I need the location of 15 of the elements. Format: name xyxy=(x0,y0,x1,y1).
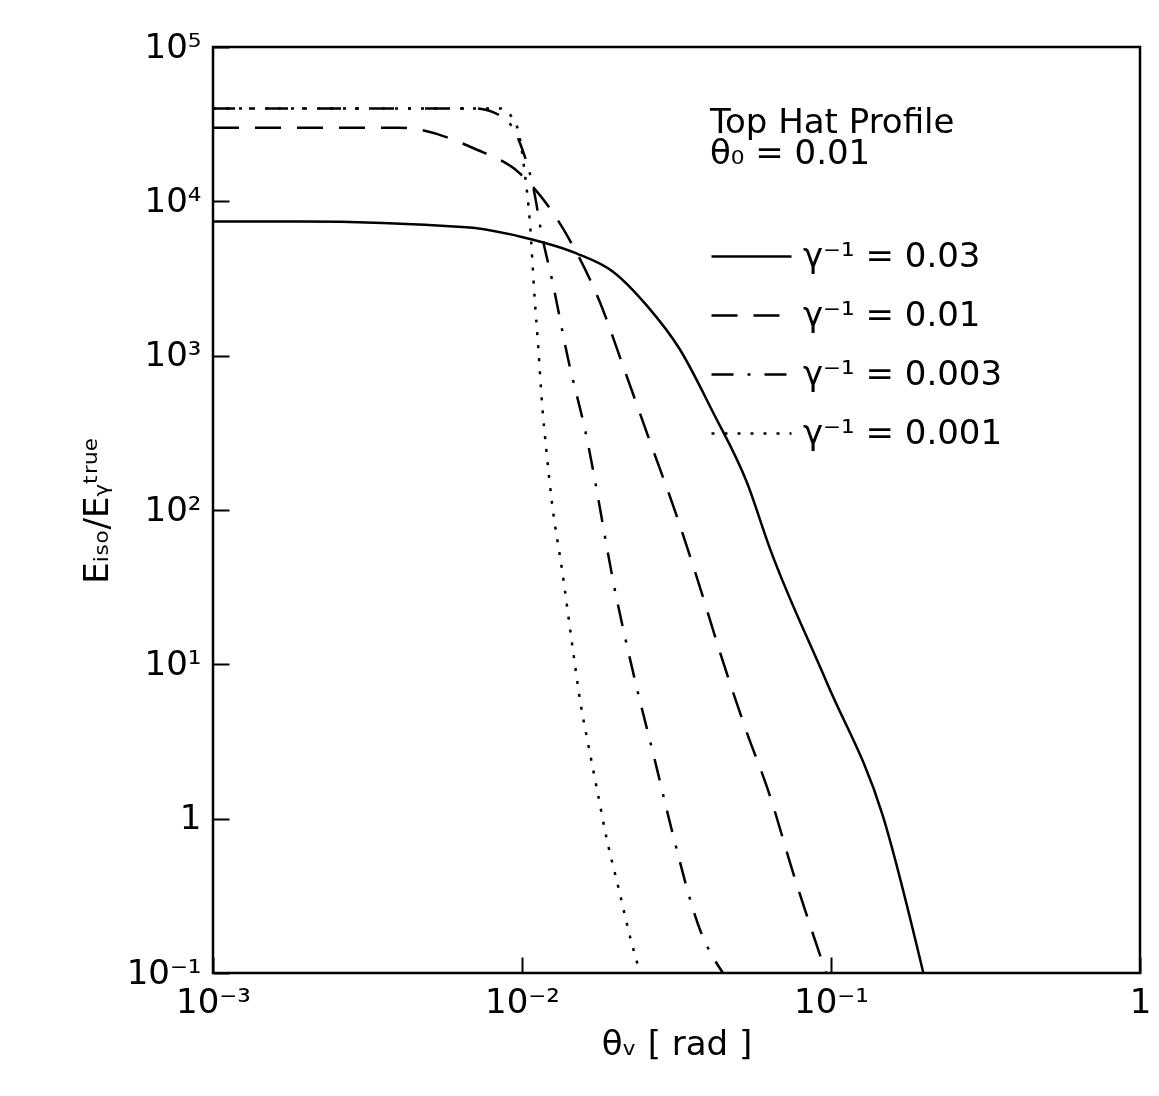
legend-label: γ⁻¹ = 0.01 xyxy=(803,293,981,334)
x-tick-label: 10⁻² xyxy=(485,980,560,1021)
legend-label: γ⁻¹ = 0.03 xyxy=(803,234,981,275)
x-axis-title: θᵥ [ rad ] xyxy=(601,1022,753,1063)
x-tick-label: 10⁻¹ xyxy=(794,980,869,1021)
x-tick-label: 1 xyxy=(1129,980,1152,1021)
y-tick-label: 10² xyxy=(144,488,202,529)
y-tick-label: 10¹ xyxy=(144,642,202,683)
legend-label: γ⁻¹ = 0.003 xyxy=(803,352,1003,393)
y-tick-label: 10⁴ xyxy=(144,179,202,220)
y-tick-label: 10³ xyxy=(144,334,202,375)
legend-label: γ⁻¹ = 0.001 xyxy=(803,411,1003,452)
y-tick-label: 1 xyxy=(179,797,202,838)
y-axis-title: Eᵢₛₒ/Eᵧᵗʳᵘᵉ xyxy=(75,437,116,584)
y-tick-label: 10⁵ xyxy=(144,25,202,66)
